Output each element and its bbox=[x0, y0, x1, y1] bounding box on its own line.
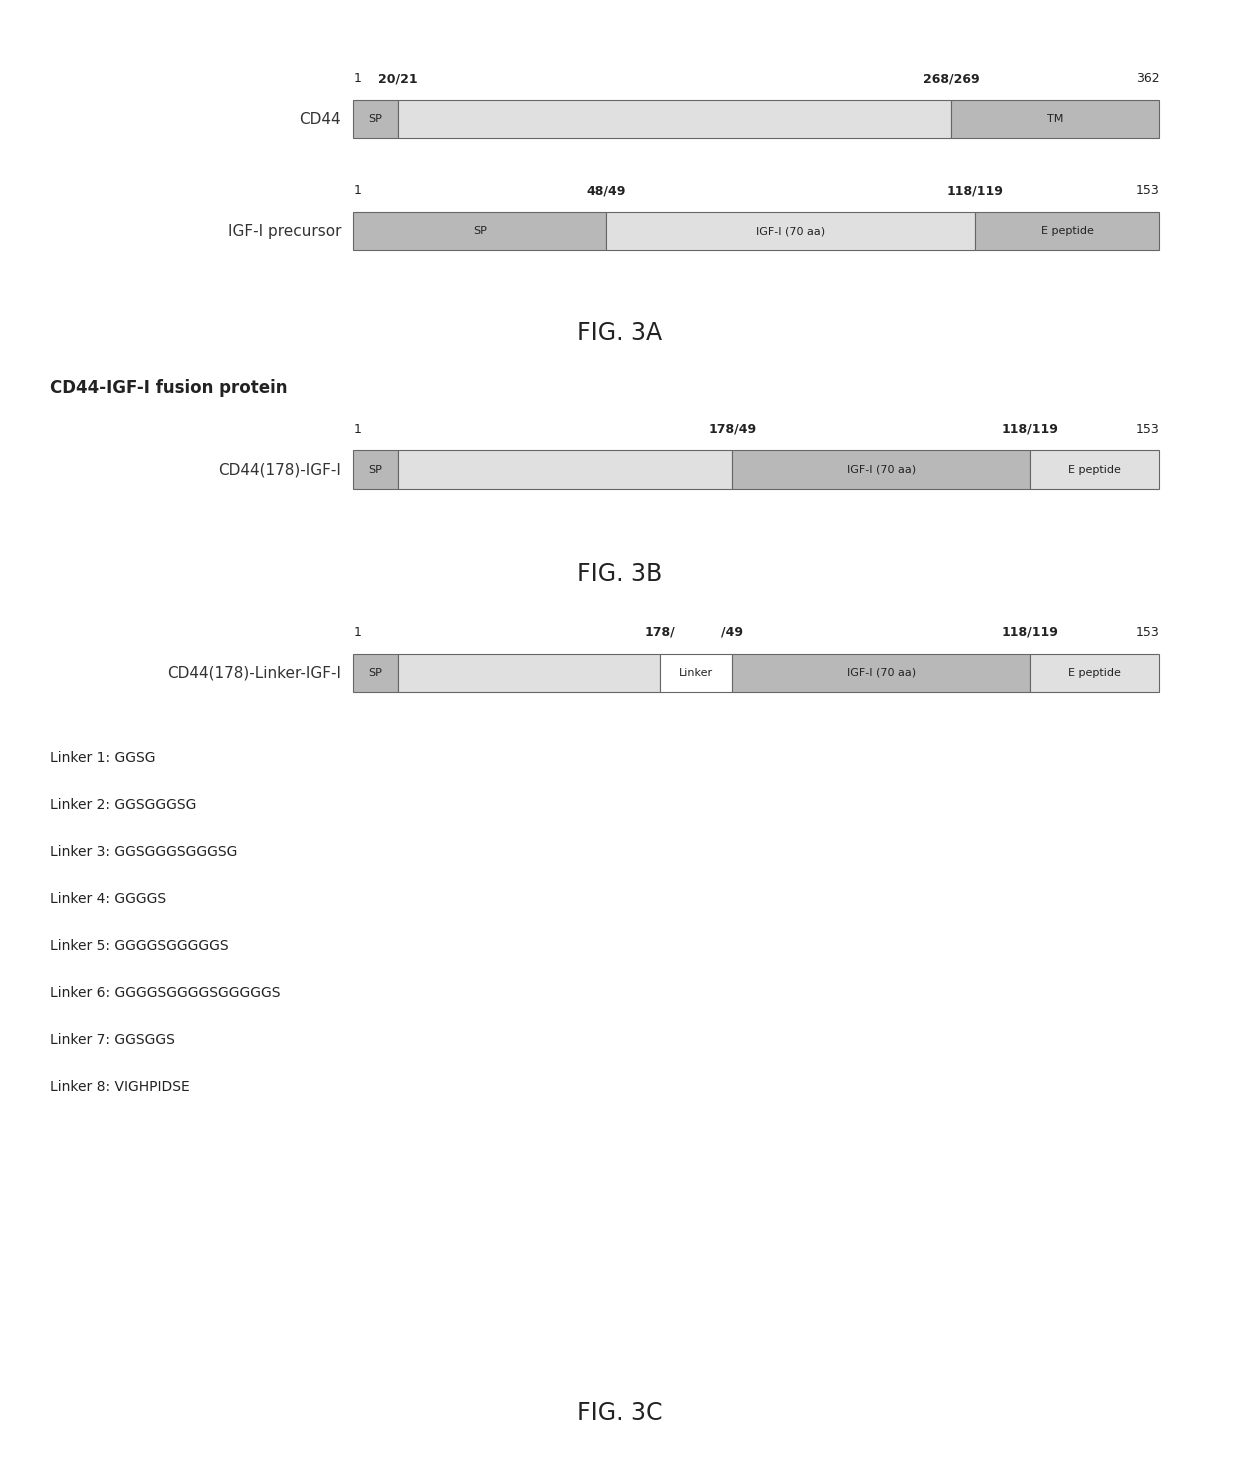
Text: 20/21: 20/21 bbox=[378, 72, 418, 85]
Text: 1: 1 bbox=[353, 72, 361, 85]
Text: 153: 153 bbox=[1136, 626, 1159, 639]
Text: 178/: 178/ bbox=[645, 626, 675, 639]
Text: E peptide: E peptide bbox=[1069, 465, 1121, 474]
FancyBboxPatch shape bbox=[1030, 654, 1159, 692]
Text: 153: 153 bbox=[1136, 422, 1159, 436]
Text: 48/49: 48/49 bbox=[587, 184, 626, 197]
Text: E peptide: E peptide bbox=[1040, 227, 1094, 236]
Text: 1: 1 bbox=[353, 626, 361, 639]
Text: Linker 1: GGSG: Linker 1: GGSG bbox=[50, 751, 155, 765]
FancyBboxPatch shape bbox=[398, 450, 732, 489]
FancyBboxPatch shape bbox=[353, 450, 398, 489]
FancyBboxPatch shape bbox=[732, 450, 1030, 489]
Text: 1: 1 bbox=[353, 422, 361, 436]
FancyBboxPatch shape bbox=[975, 212, 1159, 250]
FancyBboxPatch shape bbox=[1030, 450, 1159, 489]
Text: FIG. 3A: FIG. 3A bbox=[578, 321, 662, 344]
FancyBboxPatch shape bbox=[353, 100, 398, 138]
Text: Linker 5: GGGGSGGGGGS: Linker 5: GGGGSGGGGGS bbox=[50, 939, 228, 954]
Text: Linker 4: GGGGS: Linker 4: GGGGS bbox=[50, 892, 166, 907]
Text: SP: SP bbox=[368, 115, 382, 124]
Text: 118/119: 118/119 bbox=[1002, 626, 1059, 639]
Text: Linker 3: GGSGGGSGGGSG: Linker 3: GGSGGGSGGGSG bbox=[50, 845, 237, 860]
FancyBboxPatch shape bbox=[353, 654, 398, 692]
FancyBboxPatch shape bbox=[660, 654, 732, 692]
Text: /49: /49 bbox=[722, 626, 743, 639]
FancyBboxPatch shape bbox=[732, 654, 1030, 692]
Text: Linker: Linker bbox=[678, 668, 713, 677]
Text: Linker 6: GGGGSGGGGSGGGGGS: Linker 6: GGGGSGGGGSGGGGGS bbox=[50, 986, 280, 1001]
Text: E peptide: E peptide bbox=[1069, 668, 1121, 677]
Text: TM: TM bbox=[1048, 115, 1064, 124]
Text: IGF-I (70 aa): IGF-I (70 aa) bbox=[756, 227, 825, 236]
Text: IGF-I (70 aa): IGF-I (70 aa) bbox=[847, 465, 916, 474]
Text: FIG. 3B: FIG. 3B bbox=[578, 562, 662, 586]
FancyBboxPatch shape bbox=[398, 654, 660, 692]
Text: 118/119: 118/119 bbox=[1002, 422, 1059, 436]
Text: CD44(178)-Linker-IGF-I: CD44(178)-Linker-IGF-I bbox=[167, 665, 341, 680]
FancyBboxPatch shape bbox=[353, 212, 606, 250]
Text: 118/119: 118/119 bbox=[946, 184, 1003, 197]
Text: 178/49: 178/49 bbox=[708, 422, 756, 436]
Text: SP: SP bbox=[368, 465, 382, 474]
Text: 268/269: 268/269 bbox=[923, 72, 980, 85]
Text: 362: 362 bbox=[1136, 72, 1159, 85]
Text: SP: SP bbox=[368, 668, 382, 677]
Text: FIG. 3C: FIG. 3C bbox=[578, 1401, 662, 1425]
Text: 1: 1 bbox=[353, 184, 361, 197]
FancyBboxPatch shape bbox=[951, 100, 1159, 138]
Text: IGF-I (70 aa): IGF-I (70 aa) bbox=[847, 668, 916, 677]
Text: SP: SP bbox=[472, 227, 487, 236]
FancyBboxPatch shape bbox=[398, 100, 951, 138]
FancyBboxPatch shape bbox=[606, 212, 975, 250]
Text: CD44-IGF-I fusion protein: CD44-IGF-I fusion protein bbox=[50, 380, 288, 397]
Text: 153: 153 bbox=[1136, 184, 1159, 197]
Text: Linker 2: GGSGGGSG: Linker 2: GGSGGGSG bbox=[50, 798, 196, 813]
Text: Linker 7: GGSGGS: Linker 7: GGSGGS bbox=[50, 1033, 175, 1048]
Text: CD44(178)-IGF-I: CD44(178)-IGF-I bbox=[218, 462, 341, 477]
Text: IGF-I precursor: IGF-I precursor bbox=[227, 224, 341, 238]
Text: Linker 8: VIGHPIDSE: Linker 8: VIGHPIDSE bbox=[50, 1080, 190, 1095]
Text: CD44: CD44 bbox=[299, 112, 341, 127]
